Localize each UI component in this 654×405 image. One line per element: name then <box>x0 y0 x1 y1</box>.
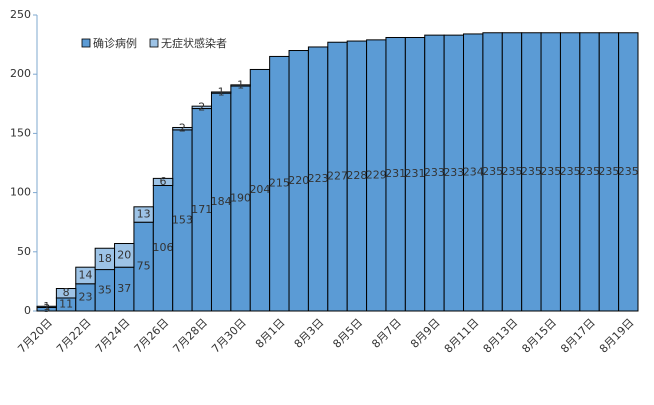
data-label: 235 <box>540 165 561 178</box>
data-label: 228 <box>346 169 367 182</box>
data-label: 190 <box>230 192 251 205</box>
data-label: 235 <box>482 165 503 178</box>
x-tick-label: 8月15日 <box>519 316 559 356</box>
data-label: 231 <box>385 167 406 180</box>
x-tick-label: 8月9日 <box>408 316 443 351</box>
bar <box>75 266 96 285</box>
data-label: 1 <box>237 78 244 91</box>
x-tick-label: 8月17日 <box>558 316 598 356</box>
data-label: 227 <box>327 170 348 183</box>
bar <box>191 105 212 110</box>
data-label: 235 <box>579 165 600 178</box>
data-label: 75 <box>137 260 151 273</box>
data-label: 231 <box>405 167 426 180</box>
data-label: 171 <box>191 203 212 216</box>
x-tick-label: 8月13日 <box>481 316 521 356</box>
x-tick-label: 7月30日 <box>209 316 249 356</box>
y-tick-label: 200 <box>10 67 31 80</box>
data-label: 233 <box>424 166 445 179</box>
bar <box>172 126 193 131</box>
data-label: 235 <box>521 165 542 178</box>
data-label: 1 <box>218 86 225 99</box>
y-tick-label: 50 <box>17 245 31 258</box>
bar <box>36 305 57 308</box>
x-tick-label: 7月26日 <box>132 316 172 356</box>
data-label: 220 <box>288 174 309 187</box>
y-tick-label: 0 <box>24 304 31 317</box>
data-label: 235 <box>501 165 522 178</box>
x-tick-label: 8月19日 <box>597 316 637 356</box>
data-label: 106 <box>153 241 174 254</box>
bar <box>618 32 639 312</box>
x-tick-label: 8月7日 <box>369 316 404 351</box>
data-label: 13 <box>137 208 151 221</box>
data-label: 223 <box>308 172 329 185</box>
data-label: 35 <box>98 283 112 296</box>
x-tick-label: 7月24日 <box>93 316 133 356</box>
data-label: 14 <box>78 268 92 281</box>
x-tick-label: 7月20日 <box>15 316 55 356</box>
data-label: 37 <box>117 282 131 295</box>
data-label: 3 <box>43 302 50 315</box>
data-label: 11 <box>59 297 73 310</box>
data-label: 184 <box>211 195 232 208</box>
data-label: 215 <box>269 177 290 190</box>
x-tick-label: 7月28日 <box>170 316 210 356</box>
legend-label: 确诊病例 <box>93 36 137 50</box>
data-label: 235 <box>618 165 639 178</box>
data-label: 234 <box>463 165 484 178</box>
data-label: 235 <box>598 165 619 178</box>
x-tick-label: 8月1日 <box>253 316 288 351</box>
bar <box>210 91 232 94</box>
bar <box>55 288 77 299</box>
bar <box>230 84 251 87</box>
data-label: 233 <box>443 166 464 179</box>
bar <box>114 243 135 268</box>
data-label: 2 <box>198 100 205 113</box>
data-label: 235 <box>560 165 581 178</box>
x-tick-label: 8月5日 <box>330 316 365 351</box>
y-tick-label: 250 <box>10 8 31 21</box>
x-tick-label: 7月22日 <box>54 316 94 356</box>
legend-swatch <box>81 38 91 48</box>
data-label: 153 <box>172 213 193 226</box>
data-label: 8 <box>63 286 70 299</box>
data-label: 2 <box>179 122 186 135</box>
data-label: 229 <box>366 168 387 181</box>
legend-swatch <box>149 38 159 48</box>
y-tick-label: 150 <box>10 126 31 139</box>
data-label: 204 <box>249 183 270 196</box>
bar <box>152 177 174 186</box>
data-label: 20 <box>117 248 131 261</box>
x-tick-label: 8月3日 <box>292 316 327 351</box>
data-label: 18 <box>98 252 112 265</box>
bar <box>133 206 154 223</box>
x-tick-label: 8月11日 <box>442 316 482 356</box>
data-label: 6 <box>160 175 167 188</box>
legend-label: 无症状感染者 <box>161 36 227 50</box>
y-tick-label: 100 <box>10 186 31 199</box>
data-label: 1 <box>43 300 50 313</box>
data-label: 23 <box>78 290 92 303</box>
